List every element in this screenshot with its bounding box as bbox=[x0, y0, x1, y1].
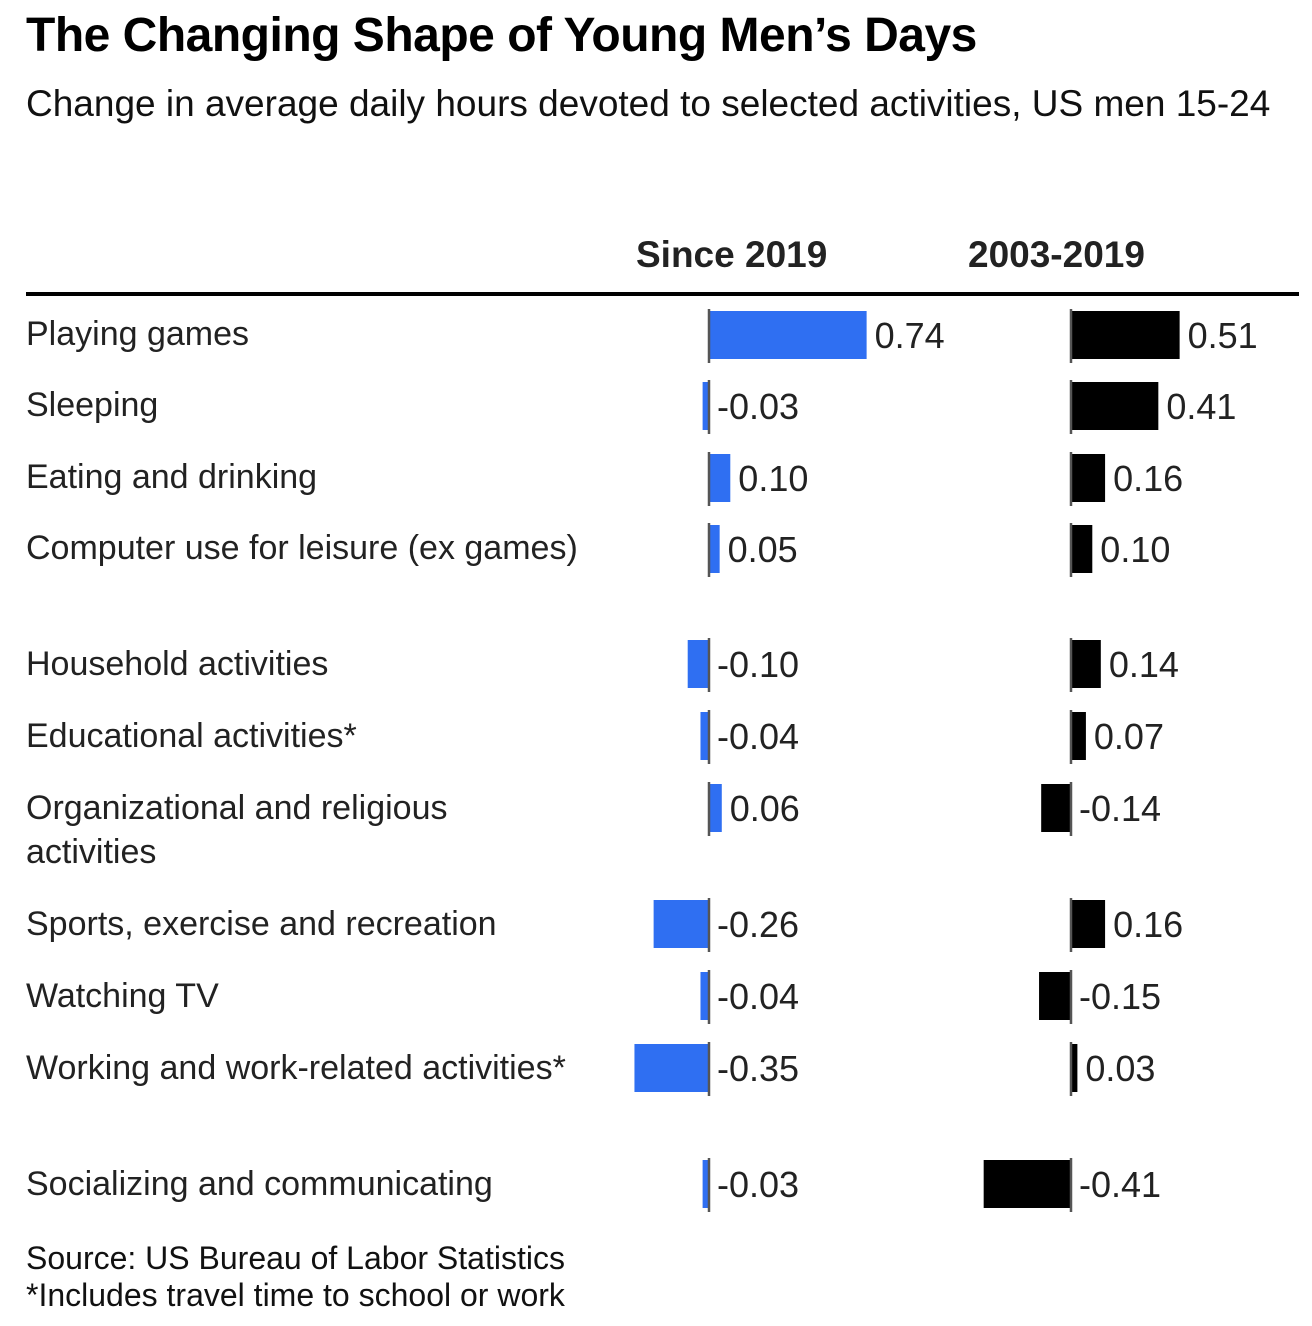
value-label-since-2019: -0.04 bbox=[717, 716, 799, 757]
value-label-since-2019: 0.06 bbox=[730, 788, 800, 829]
category-label: Household activities bbox=[26, 645, 328, 683]
value-label-2003-2019: 0.16 bbox=[1113, 458, 1183, 499]
value-label-since-2019: -0.26 bbox=[717, 904, 799, 945]
value-label-since-2019: -0.03 bbox=[717, 1164, 799, 1205]
value-label-2003-2019: -0.41 bbox=[1079, 1164, 1161, 1205]
value-label-2003-2019: 0.10 bbox=[1100, 529, 1170, 570]
column-header-2003-2019: 2003-2019 bbox=[968, 234, 1145, 275]
category-label-line: Working and work-related activities* bbox=[26, 1049, 566, 1087]
bar-2003-2019 bbox=[1071, 900, 1106, 948]
category-label-line: Organizational and religious bbox=[26, 789, 447, 827]
value-label-since-2019: -0.04 bbox=[717, 976, 799, 1017]
category-label: Playing games bbox=[26, 315, 249, 353]
bar-2003-2019 bbox=[1071, 712, 1086, 760]
category-label-line: Sleeping bbox=[26, 386, 158, 424]
header-rule bbox=[26, 292, 1299, 296]
bar-since-2019 bbox=[687, 640, 709, 688]
value-label-2003-2019: 0.41 bbox=[1166, 386, 1236, 427]
value-label-since-2019: -0.10 bbox=[717, 644, 799, 685]
bar-since-2019 bbox=[653, 900, 709, 948]
value-label-since-2019: -0.35 bbox=[717, 1048, 799, 1089]
category-label-line: Computer use for leisure (ex games) bbox=[26, 529, 578, 567]
category-label: Watching TV bbox=[26, 977, 219, 1015]
value-label-2003-2019: 0.51 bbox=[1188, 315, 1258, 356]
bar-2003-2019 bbox=[1071, 1044, 1078, 1092]
bar-since-2019 bbox=[700, 712, 709, 760]
category-label-line: Educational activities* bbox=[26, 717, 357, 755]
value-label-since-2019: 0.10 bbox=[738, 458, 808, 499]
bar-chart: Playing games 0.74 0.51 Sleeping -0.03 0.41 Ea… bbox=[26, 309, 1258, 1212]
value-label-since-2019: -0.03 bbox=[717, 386, 799, 427]
bar-2003-2019 bbox=[983, 1160, 1071, 1208]
value-label-since-2019: 0.05 bbox=[728, 529, 798, 570]
category-label-line: Sports, exercise and recreation bbox=[26, 905, 497, 943]
category-label-line: Eating and drinking bbox=[26, 458, 317, 496]
category-label: Eating and drinking bbox=[26, 458, 317, 496]
value-label-since-2019: 0.74 bbox=[875, 315, 945, 356]
category-label-line: Watching TV bbox=[26, 977, 219, 1015]
bar-2003-2019 bbox=[1071, 311, 1180, 359]
bar-since-2019 bbox=[709, 525, 720, 573]
bar-since-2019 bbox=[709, 454, 731, 502]
category-label: Educational activities* bbox=[26, 717, 357, 755]
footnote: *Includes travel time to school or work bbox=[26, 1277, 565, 1313]
value-label-2003-2019: -0.14 bbox=[1079, 788, 1161, 829]
category-label-line: Socializing and communicating bbox=[26, 1165, 493, 1203]
bar-2003-2019 bbox=[1071, 640, 1101, 688]
bar-2003-2019 bbox=[1039, 972, 1071, 1020]
category-label-line: Playing games bbox=[26, 315, 249, 353]
category-label-line: activities bbox=[26, 833, 156, 871]
value-label-2003-2019: 0.16 bbox=[1113, 904, 1183, 945]
value-label-2003-2019: 0.03 bbox=[1085, 1048, 1155, 1089]
chart-title: The Changing Shape of Young Men’s Days bbox=[26, 9, 977, 62]
bar-2003-2019 bbox=[1071, 525, 1093, 573]
category-label: Sleeping bbox=[26, 386, 158, 424]
bar-2003-2019 bbox=[1041, 784, 1071, 832]
bar-since-2019 bbox=[634, 1044, 709, 1092]
bar-since-2019 bbox=[702, 1160, 709, 1208]
value-label-2003-2019: 0.07 bbox=[1094, 716, 1164, 757]
category-label-line: Household activities bbox=[26, 645, 328, 683]
chart-subtitle: Change in average daily hours devoted to… bbox=[26, 83, 1271, 124]
value-label-2003-2019: 0.14 bbox=[1109, 644, 1179, 685]
category-label: Computer use for leisure (ex games) bbox=[26, 529, 578, 567]
bar-2003-2019 bbox=[1071, 454, 1106, 502]
value-label-2003-2019: -0.15 bbox=[1079, 976, 1161, 1017]
bar-since-2019 bbox=[709, 784, 722, 832]
column-header-since-2019: Since 2019 bbox=[636, 234, 828, 275]
bar-since-2019 bbox=[700, 972, 709, 1020]
category-label: Working and work-related activities* bbox=[26, 1049, 566, 1087]
category-label: Organizational and religious activities bbox=[26, 789, 447, 871]
bar-2003-2019 bbox=[1071, 382, 1159, 430]
bar-since-2019 bbox=[709, 311, 867, 359]
source-note: Source: US Bureau of Labor Statistics bbox=[26, 1240, 565, 1276]
category-label: Sports, exercise and recreation bbox=[26, 905, 497, 943]
category-label: Socializing and communicating bbox=[26, 1165, 493, 1203]
bar-since-2019 bbox=[702, 382, 709, 430]
